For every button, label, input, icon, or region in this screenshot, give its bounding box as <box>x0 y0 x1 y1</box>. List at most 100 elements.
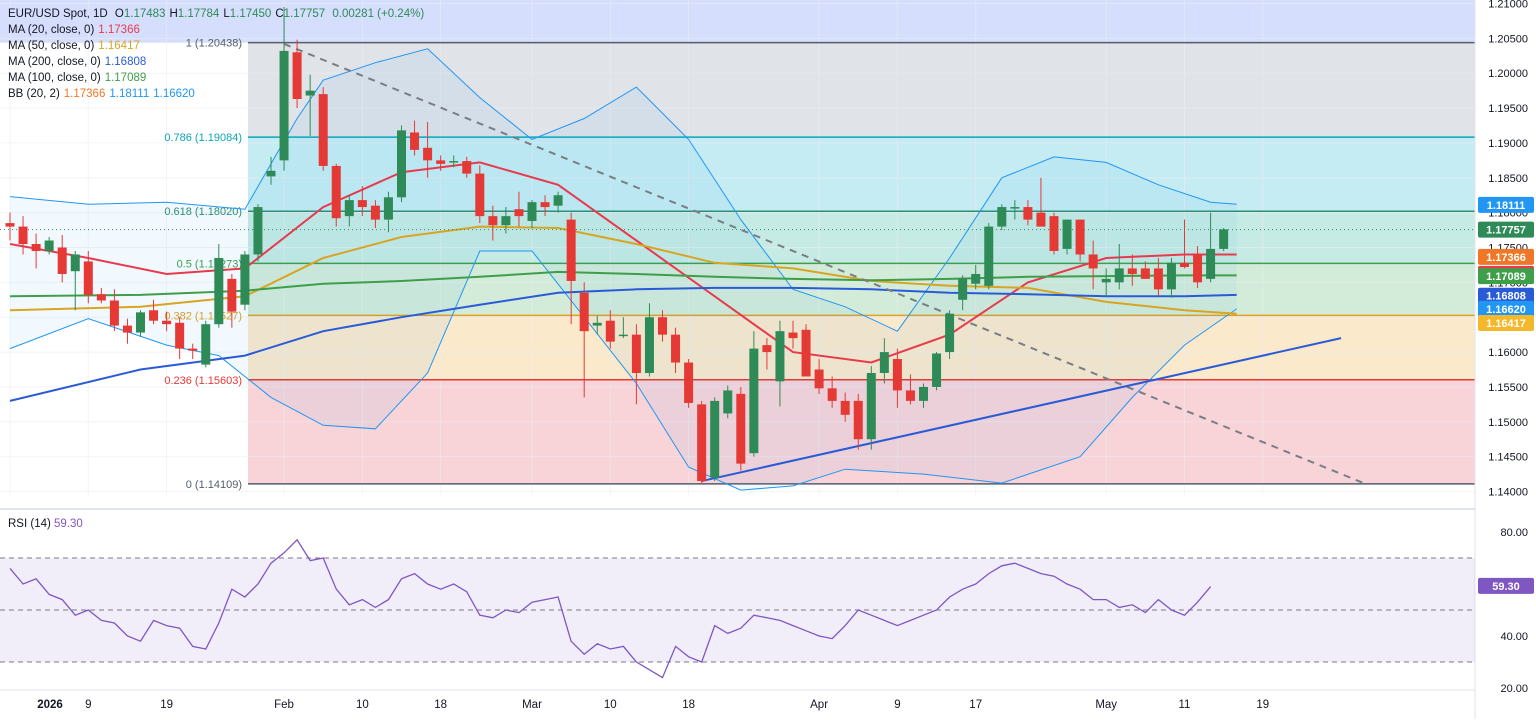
ohlc-key: L <box>223 8 230 20</box>
price-tick-label: 1.21000 <box>1488 0 1528 10</box>
change-label: 0.00281 (+0.24%) <box>332 8 425 20</box>
price-tick-label: 1.16000 <box>1488 347 1528 359</box>
study-value: 1.16808 <box>104 56 147 68</box>
trendline-support <box>701 337 1342 483</box>
study-row-4[interactable]: BB (20, 2) 1.17366 1.18111 1.16620 <box>8 86 424 102</box>
fib-level-label: 0.786 (1.19084) <box>164 132 242 144</box>
symbol-header-row: EUR/USD Spot, 1D O1.17483 H1.17784 L1.1745… <box>8 6 424 22</box>
candle-body <box>710 400 720 478</box>
candle-body <box>840 400 850 415</box>
studies-legend: MA (20, close, 0) 1.17366 MA (50, close, 0… <box>8 22 424 102</box>
candle-body <box>1062 219 1072 249</box>
time-tick-label: 18 <box>434 699 447 711</box>
candle-body <box>749 348 759 454</box>
price-badge-label: 1.17366 <box>1486 252 1526 264</box>
candle-body <box>1193 254 1203 283</box>
candle-body <box>723 390 733 414</box>
candle-body <box>188 348 198 351</box>
candle-body <box>214 257 224 325</box>
price-badge-label: 1.16808 <box>1486 291 1526 303</box>
candle-body <box>801 329 811 377</box>
rsi-label: RSI (14) <box>8 518 51 530</box>
time-tick-label: 17 <box>969 699 982 711</box>
candle-body <box>905 390 915 401</box>
candle-body <box>736 393 746 464</box>
study-label: MA (20, close, 0) <box>8 24 95 36</box>
study-row-1[interactable]: MA (50, close, 0) 1.16417 <box>8 38 424 54</box>
candle-body <box>305 90 315 96</box>
ohlc-key: C <box>275 8 284 20</box>
price-tick-label: 1.14500 <box>1488 452 1528 464</box>
candle-body <box>919 386 928 401</box>
price-tick-label: 1.18500 <box>1488 173 1528 185</box>
candle-body <box>1127 268 1137 274</box>
symbol-label: EUR/USD Spot, 1D <box>8 8 108 20</box>
candle-body <box>488 216 498 226</box>
rsi-line <box>9 538 1212 679</box>
ohlc-values: O1.17483 H1.17784 L1.17450 C1.17757 <box>111 8 325 20</box>
candle-body <box>527 202 537 222</box>
rsi-tick-label: 20.00 <box>1500 683 1528 695</box>
candle-body <box>18 226 28 245</box>
candle-body <box>149 310 159 321</box>
fib-level-label: 0.5 (1.17273) <box>177 258 242 270</box>
study-row-2[interactable]: MA (200, close, 0) 1.16808 <box>8 54 424 70</box>
study-row-0[interactable]: MA (20, close, 0) 1.17366 <box>8 22 424 38</box>
candle-body <box>1219 229 1229 249</box>
candle-body <box>1180 262 1189 268</box>
price-badge <box>1478 287 1534 304</box>
price-axis-bg <box>1475 0 1536 719</box>
candle-body <box>958 278 968 300</box>
candle-body <box>892 359 902 391</box>
study-row-3[interactable]: MA (100, close, 0) 1.17089 <box>8 70 424 86</box>
ohlc-value: 1.17450 <box>229 8 272 20</box>
candle-body <box>383 197 393 220</box>
candle-body <box>122 325 132 333</box>
ohlc-value: 1.17784 <box>177 8 220 20</box>
candle-body <box>853 400 863 440</box>
fib-zone-4 <box>248 315 1475 380</box>
candle-body <box>631 334 641 373</box>
fib-zone-1 <box>248 137 1475 212</box>
candle-body <box>5 223 15 227</box>
price-tick-label: 1.15500 <box>1488 382 1528 394</box>
ohlc-c: C1.17757 <box>275 8 325 20</box>
candle-body <box>762 345 772 353</box>
price-tick-label: 1.15000 <box>1488 417 1528 429</box>
candle-body <box>879 352 889 373</box>
candle-body <box>96 294 106 301</box>
candle-body <box>1088 254 1098 269</box>
candle-body <box>1049 216 1059 251</box>
candle-body <box>70 254 80 272</box>
price-badge <box>1478 300 1534 317</box>
candle-body <box>83 261 93 295</box>
candle-body <box>592 322 602 326</box>
candle-body <box>1101 278 1111 283</box>
candle-body <box>201 324 211 365</box>
ohlc-h: H1.17784 <box>169 8 219 20</box>
candle-body <box>1114 268 1124 283</box>
rsi-badge-label: 59.30 <box>1492 581 1520 593</box>
ohlc-value: 1.17483 <box>123 8 166 20</box>
price-tick-label: 1.14000 <box>1488 487 1528 499</box>
price-badge <box>1478 268 1534 285</box>
candle-body <box>1023 207 1033 220</box>
candle-body <box>945 313 955 353</box>
candle-body <box>57 247 67 274</box>
candle-body <box>410 132 420 150</box>
candle-body <box>331 165 341 219</box>
rsi-legend: RSI (14) 59.30 <box>8 518 83 530</box>
candle-body <box>984 226 994 286</box>
price-tick-label: 1.20000 <box>1488 68 1528 80</box>
rsi-value: 59.30 <box>54 518 83 530</box>
candle-body <box>788 332 798 339</box>
fib-level-label: 1 (1.20438) <box>186 38 242 50</box>
time-tick-label: Mar <box>522 699 542 711</box>
candle-body <box>618 334 628 337</box>
candle-body <box>775 331 785 382</box>
time-tick-label: 11 <box>1179 699 1191 711</box>
study-value: 1.17089 <box>104 72 147 84</box>
price-badge <box>1478 315 1534 332</box>
ohlc-o: O1.17483 <box>115 8 166 20</box>
